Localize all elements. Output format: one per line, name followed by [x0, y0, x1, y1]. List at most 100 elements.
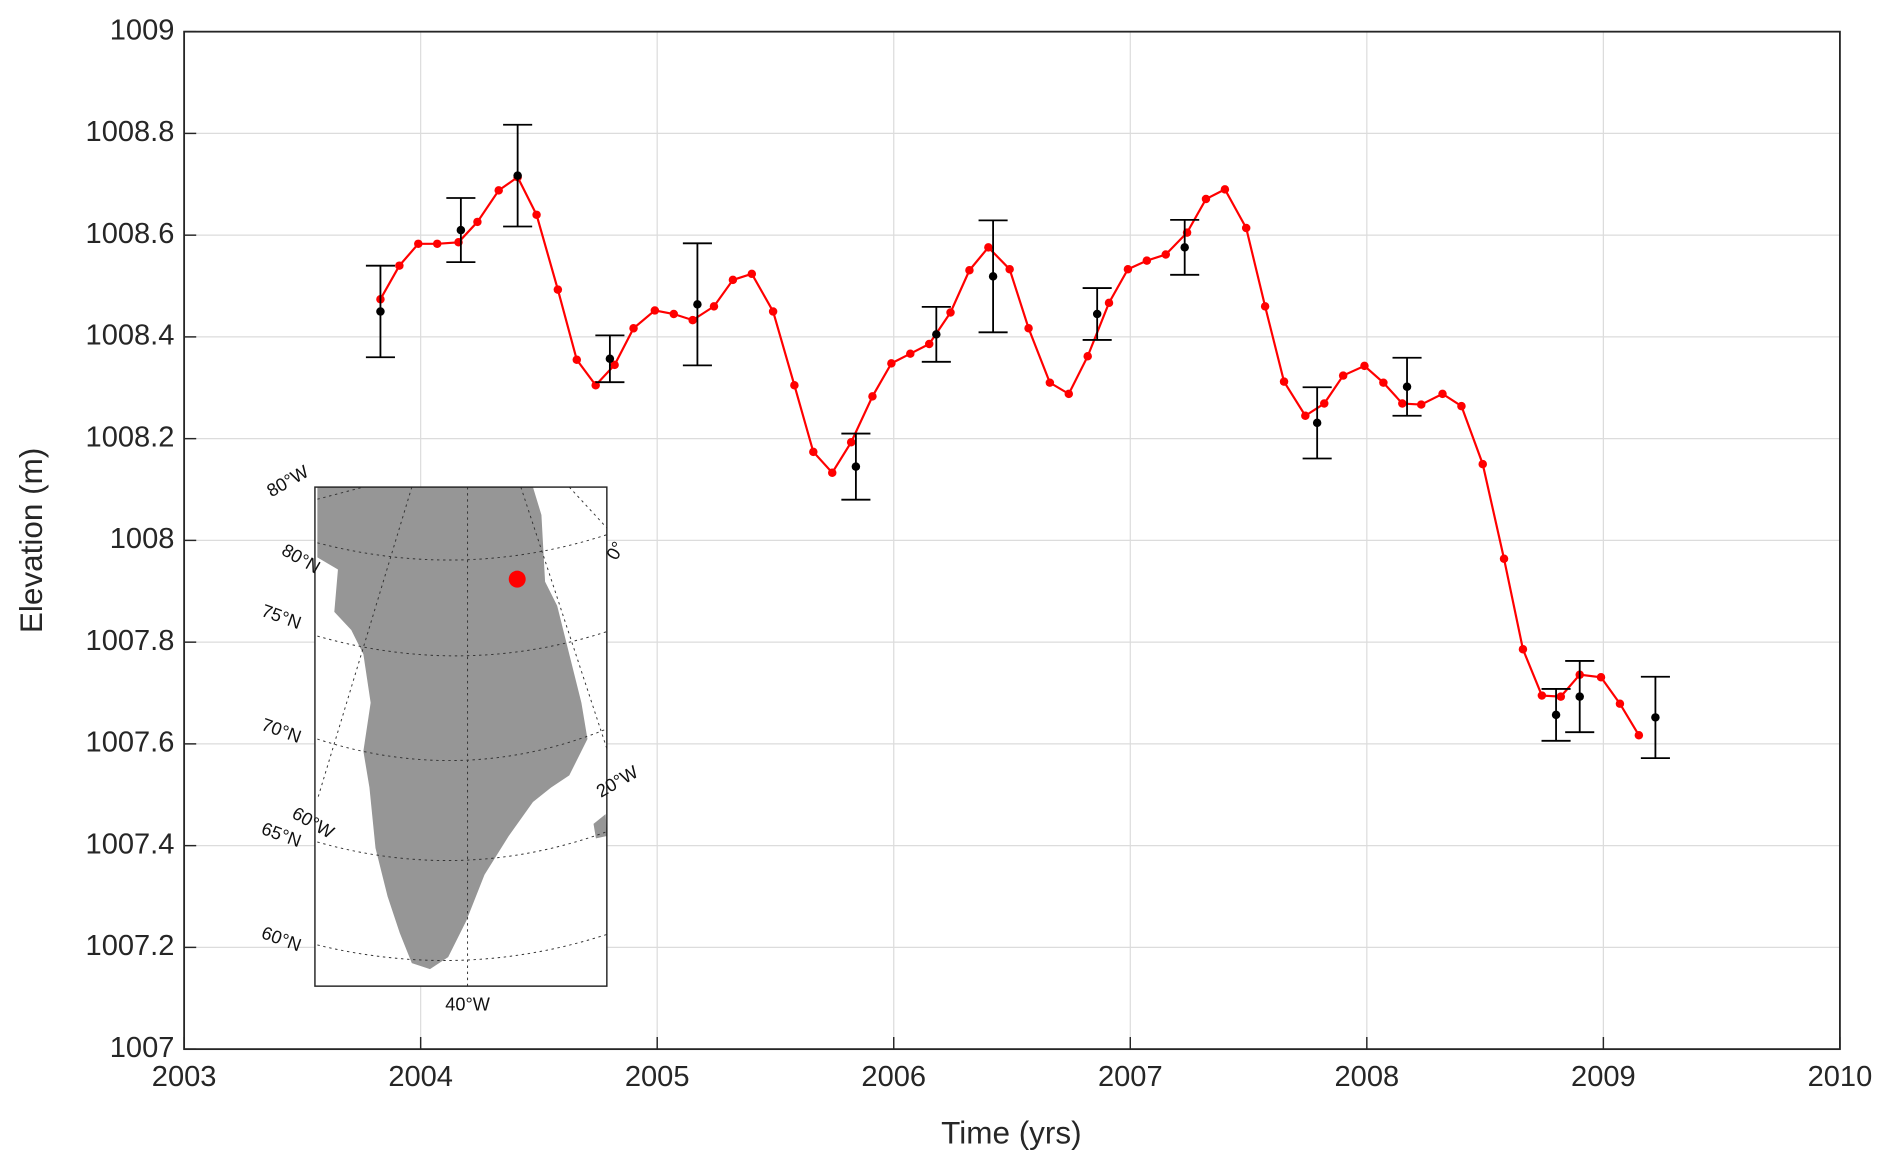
line-marker	[1398, 399, 1407, 408]
data-point	[1575, 692, 1584, 701]
greenland-shape	[317, 487, 588, 970]
line-marker	[1556, 692, 1566, 701]
plot-marks	[365, 123, 1670, 760]
axes-box	[183, 30, 1841, 1051]
x-tick-label: 2008	[1335, 1061, 1400, 1093]
line-marker	[1320, 399, 1329, 408]
line-marker	[1338, 371, 1348, 380]
line-marker	[1142, 256, 1152, 265]
line-marker	[1083, 351, 1092, 361]
data-point	[605, 354, 615, 364]
data-point	[1551, 710, 1561, 720]
line-marker	[1104, 298, 1114, 308]
line-marker	[1379, 378, 1388, 387]
line-marker	[828, 468, 837, 477]
line-marker	[1615, 699, 1625, 708]
line-marker	[846, 437, 856, 447]
line-marker	[1596, 673, 1606, 682]
line-marker	[984, 243, 993, 252]
line-marker	[1416, 400, 1426, 409]
line-marker	[572, 355, 582, 365]
y-tick-label: 1007.4	[86, 828, 175, 860]
line-marker	[1024, 324, 1033, 333]
line-marker	[610, 360, 619, 370]
y-tick-label: 1007.6	[86, 727, 175, 759]
x-tick-label: 2003	[152, 1061, 217, 1093]
line-marker	[965, 266, 974, 275]
data-point	[932, 330, 941, 339]
line-marker	[432, 239, 442, 249]
data-point	[1180, 243, 1189, 252]
line-marker	[553, 285, 563, 294]
x-axis-label: Time (yrs)	[941, 1114, 1081, 1150]
line-marker	[809, 447, 818, 457]
line-marker	[650, 306, 660, 315]
y-tick-label: 1007.8	[86, 625, 175, 657]
line-marker	[1537, 691, 1547, 700]
map-frame	[314, 486, 608, 987]
line-marker	[709, 302, 719, 311]
line-marker	[688, 315, 697, 325]
line-marker	[887, 359, 896, 368]
x-tick-label: 2006	[861, 1061, 926, 1093]
data-point	[851, 462, 861, 471]
line-marker	[532, 210, 541, 220]
line-marker	[906, 349, 915, 358]
data-point	[1312, 418, 1322, 428]
y-tick-label: 1008.8	[86, 116, 175, 148]
data-point	[376, 307, 385, 316]
line-marker	[1478, 459, 1487, 469]
line-marker	[946, 308, 955, 317]
line-marker	[868, 392, 877, 401]
line-marker	[1260, 302, 1270, 311]
y-tick-label: 1007.2	[86, 930, 175, 962]
data-point	[1092, 309, 1102, 319]
line-marker	[1123, 265, 1133, 274]
x-tick-label: 2007	[1098, 1061, 1163, 1093]
line-marker	[1279, 377, 1289, 386]
line-marker	[1241, 223, 1251, 233]
y-tick-label: 1007	[110, 1032, 175, 1064]
line-marker	[414, 239, 423, 249]
data-point	[1402, 382, 1412, 391]
line-marker	[1499, 554, 1509, 563]
x-tick-label: 2009	[1571, 1061, 1636, 1093]
line-marker	[1220, 185, 1230, 194]
line-marker	[1064, 389, 1074, 399]
line-marker	[1634, 730, 1644, 740]
line-marker	[1360, 361, 1369, 371]
data-point	[693, 300, 702, 309]
data-point	[988, 272, 998, 281]
line-marker	[924, 339, 934, 349]
line-marker	[1005, 265, 1014, 274]
y-tick-label: 1008.4	[86, 320, 175, 352]
line-marker	[591, 380, 600, 390]
line-marker	[747, 269, 757, 279]
x-tick-label: 2004	[388, 1061, 453, 1093]
x-tick-label: 2005	[625, 1061, 690, 1093]
line-marker	[1457, 401, 1466, 411]
data-point	[1651, 713, 1660, 722]
map-label: 40°W	[445, 994, 490, 1014]
line-marker	[1201, 194, 1211, 204]
line-marker	[1438, 389, 1447, 399]
y-tick-label: 1008.2	[86, 421, 175, 453]
x-tick-label: 2010	[1808, 1061, 1873, 1093]
site-marker	[508, 570, 526, 588]
line-marker	[473, 217, 482, 227]
data-point	[456, 225, 466, 235]
iceland-shape	[593, 814, 607, 839]
line-marker	[1518, 645, 1528, 654]
line-marker	[768, 307, 778, 316]
graticule	[316, 487, 607, 987]
y-tick-label: 1008.6	[86, 218, 175, 250]
inset-map: 80°W80°N75°N70°N65°N60°N60°W20°W0°40°W	[259, 461, 642, 1014]
line-marker	[790, 380, 799, 390]
line-marker	[1301, 411, 1310, 420]
line-marker	[669, 309, 678, 319]
line-marker	[395, 261, 404, 270]
line-marker	[1161, 250, 1171, 259]
y-tick-label: 1008	[110, 523, 175, 555]
